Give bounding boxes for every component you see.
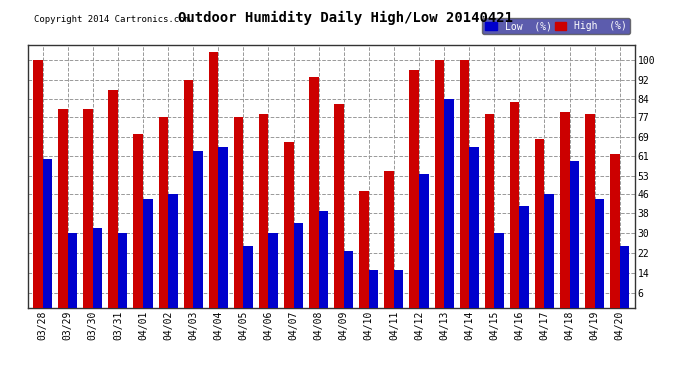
Bar: [560, 112, 569, 308]
Bar: [83, 110, 93, 308]
Bar: [469, 147, 479, 308]
Bar: [108, 90, 118, 308]
Bar: [610, 154, 620, 308]
Bar: [118, 233, 128, 308]
Bar: [159, 117, 168, 308]
Legend: Low  (%), High  (%): Low (%), High (%): [482, 18, 630, 34]
Bar: [369, 270, 378, 308]
Bar: [43, 159, 52, 308]
Bar: [284, 142, 293, 308]
Bar: [268, 233, 278, 308]
Bar: [58, 110, 68, 308]
Bar: [168, 194, 177, 308]
Bar: [384, 171, 394, 308]
Bar: [334, 104, 344, 308]
Bar: [359, 191, 369, 308]
Bar: [68, 233, 77, 308]
Bar: [133, 134, 143, 308]
Bar: [620, 246, 629, 308]
Bar: [419, 174, 428, 308]
Bar: [435, 60, 444, 308]
Bar: [595, 198, 604, 308]
Text: Copyright 2014 Cartronics.com: Copyright 2014 Cartronics.com: [34, 15, 190, 24]
Bar: [293, 223, 303, 308]
Bar: [209, 53, 218, 308]
Bar: [409, 70, 419, 308]
Bar: [309, 77, 319, 308]
Bar: [259, 114, 268, 308]
Bar: [33, 60, 43, 308]
Bar: [569, 161, 579, 308]
Bar: [544, 194, 554, 308]
Bar: [344, 251, 353, 308]
Bar: [319, 211, 328, 308]
Text: Outdoor Humidity Daily High/Low 20140421: Outdoor Humidity Daily High/Low 20140421: [177, 11, 513, 26]
Bar: [485, 114, 494, 308]
Bar: [444, 99, 453, 308]
Bar: [234, 117, 244, 308]
Bar: [520, 206, 529, 308]
Bar: [585, 114, 595, 308]
Bar: [460, 60, 469, 308]
Bar: [244, 246, 253, 308]
Bar: [535, 139, 544, 308]
Bar: [193, 152, 203, 308]
Bar: [184, 80, 193, 308]
Bar: [218, 147, 228, 308]
Bar: [394, 270, 404, 308]
Bar: [510, 102, 520, 308]
Bar: [143, 198, 152, 308]
Bar: [494, 233, 504, 308]
Bar: [93, 228, 102, 308]
